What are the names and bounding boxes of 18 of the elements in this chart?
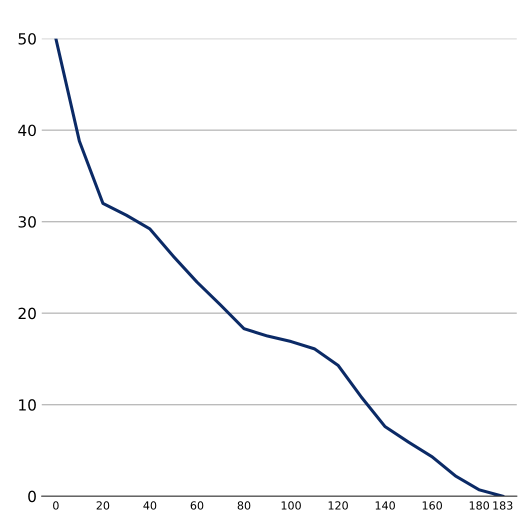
y-tick-label: 40 bbox=[18, 124, 36, 136]
x-tick-label: 60 bbox=[190, 501, 204, 510]
y-tick-label: 30 bbox=[18, 216, 36, 228]
y-tick-label: 50 bbox=[18, 33, 36, 45]
y-tick-label: 10 bbox=[19, 399, 36, 411]
x-tick-label: 160 bbox=[422, 501, 442, 510]
x-tick-label: 100 bbox=[282, 501, 301, 510]
line-series bbox=[54, 38, 504, 496]
x-tick-label: 20 bbox=[96, 501, 110, 510]
y-tick-label: 20 bbox=[18, 308, 36, 320]
x-tick-label: 180 bbox=[470, 501, 490, 510]
y-tick-label: 0 bbox=[28, 490, 36, 502]
x-tick-label: 80 bbox=[238, 501, 250, 510]
x-tick-label: 40 bbox=[143, 501, 156, 510]
x-tick-label: 0 bbox=[53, 501, 59, 510]
x-tick-label: 183 bbox=[493, 501, 512, 510]
x-tick-label: 140 bbox=[376, 501, 395, 510]
x-tick-label: 120 bbox=[328, 501, 348, 510]
